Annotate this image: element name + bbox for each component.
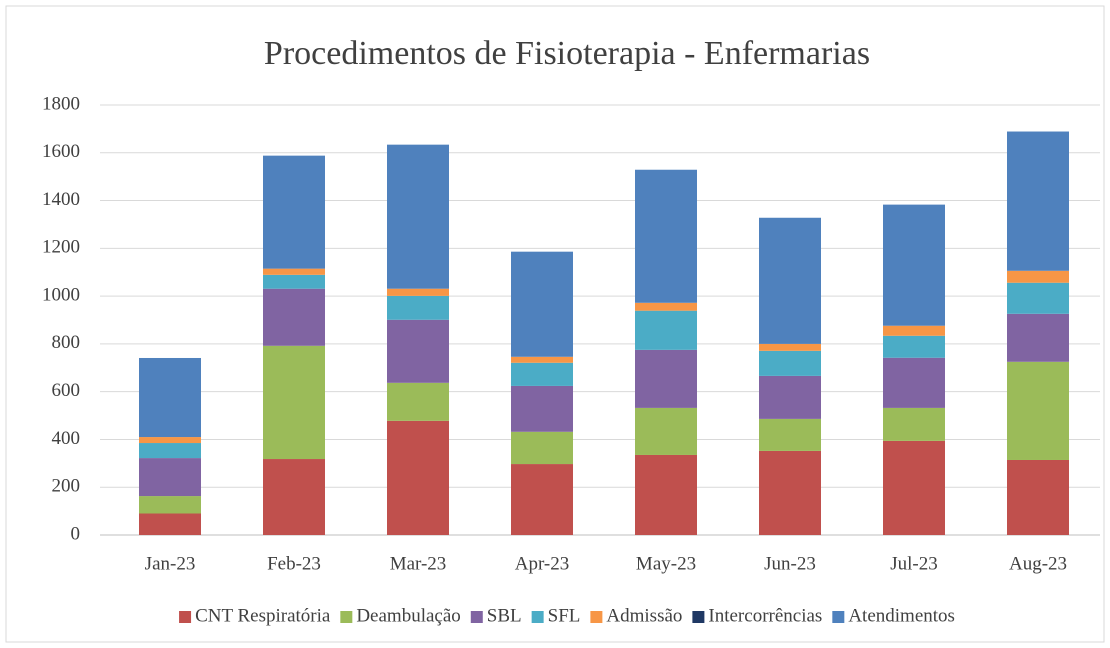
bar-segment <box>759 418 821 451</box>
bar-segment <box>263 268 325 275</box>
bar-segment <box>511 431 573 465</box>
bar-segment <box>635 302 697 311</box>
legend-swatch <box>179 611 192 623</box>
bar-segment <box>139 513 201 535</box>
y-tick-label: 0 <box>71 523 81 544</box>
bar-segment <box>263 288 325 346</box>
bar-segment <box>139 357 201 438</box>
bar-segment <box>759 217 821 344</box>
x-tick-label: Jun-23 <box>764 553 816 574</box>
bar-segment <box>1007 282 1069 314</box>
bar-segment <box>139 443 201 459</box>
legend-swatch <box>590 611 603 623</box>
bar-segment <box>635 407 697 455</box>
bar-segment <box>883 357 945 408</box>
bar-segment <box>635 349 697 408</box>
bar-segment <box>759 343 821 351</box>
y-tick-label: 600 <box>52 380 81 401</box>
bar-segment <box>883 407 945 441</box>
bar-segment <box>139 437 201 444</box>
bar-segment <box>759 375 821 419</box>
legend-label: Intercorrências <box>708 605 822 626</box>
bar-segment <box>387 319 449 383</box>
legend-swatch <box>531 611 544 623</box>
bar-segment <box>1007 131 1069 271</box>
legend-label: SBL <box>487 605 522 626</box>
x-tick-label: May-23 <box>636 553 696 574</box>
y-tick-label: 400 <box>52 428 81 449</box>
y-tick-label: 800 <box>52 332 81 353</box>
legend-label: CNT Respiratória <box>195 605 331 626</box>
bar-segment <box>635 310 697 350</box>
bar-segment <box>387 144 449 289</box>
bar-segment <box>139 496 201 514</box>
bar-segment <box>387 288 449 296</box>
y-tick-label: 1800 <box>42 93 80 114</box>
x-tick-label: Jan-23 <box>145 553 196 574</box>
legend-label: SFL <box>548 605 581 626</box>
bar-segment <box>511 464 573 535</box>
bar-segment <box>635 454 697 535</box>
bar-segment <box>1007 313 1069 362</box>
y-tick-label: 1200 <box>42 237 80 258</box>
x-tick-label: Apr-23 <box>515 553 570 574</box>
legend-swatch <box>340 611 353 623</box>
legend-label: Admissão <box>606 605 682 626</box>
legend-swatch <box>470 611 483 623</box>
x-tick-label: Feb-23 <box>267 553 321 574</box>
bar-segment <box>387 295 449 320</box>
bar-segment <box>759 350 821 376</box>
bar-segment <box>263 459 325 535</box>
bar-segment <box>1007 270 1069 283</box>
x-tick-label: Aug-23 <box>1009 553 1067 574</box>
bar-segment <box>1007 459 1069 535</box>
legend-label: Deambulação <box>356 605 460 626</box>
bar-segment <box>387 382 449 421</box>
bar-segment <box>883 204 945 326</box>
bar-segment <box>1007 361 1069 460</box>
bar-segment <box>263 155 325 269</box>
x-tick-label: Jul-23 <box>890 553 938 574</box>
bar-segment <box>263 274 325 289</box>
bar-segment <box>759 450 821 535</box>
y-tick-label: 200 <box>52 476 81 497</box>
legend-label: Atendimentos <box>848 605 955 626</box>
legend-swatch <box>692 611 705 623</box>
x-tick-label: Mar-23 <box>390 553 447 574</box>
bar-segment <box>139 458 201 497</box>
y-tick-label: 1400 <box>42 189 80 210</box>
bar-segment <box>263 345 325 460</box>
y-tick-label: 1000 <box>42 284 80 305</box>
bar-segment <box>511 385 573 432</box>
bar-segment <box>511 251 573 357</box>
bar-segment <box>511 356 573 363</box>
bar-segment <box>635 169 697 303</box>
legend-swatch <box>832 611 845 623</box>
bar-segment <box>883 335 945 358</box>
bar-segment <box>387 420 449 535</box>
chart-title: Procedimentos de Fisioterapia - Enfermar… <box>264 35 870 72</box>
bar-segment <box>883 325 945 336</box>
bar-segment <box>883 440 945 535</box>
bar-segment <box>511 362 573 386</box>
y-tick-label: 1600 <box>42 141 80 162</box>
